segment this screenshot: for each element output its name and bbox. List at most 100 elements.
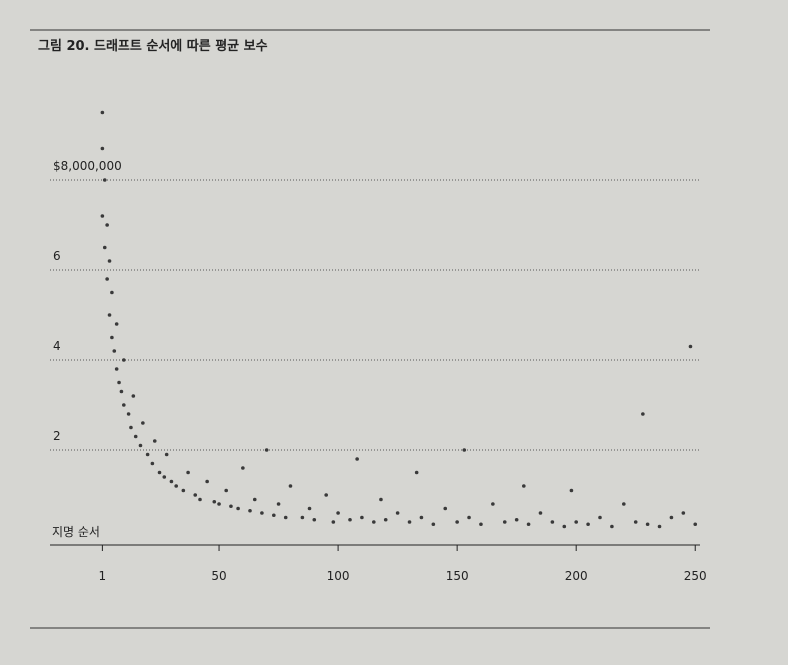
point	[693, 522, 698, 527]
x-tick-label: 50	[211, 569, 226, 583]
point	[126, 412, 131, 416]
point	[110, 335, 114, 340]
point	[122, 358, 126, 362]
x-tick-label: 1	[99, 569, 107, 583]
point	[562, 524, 567, 529]
point	[186, 470, 190, 475]
point	[681, 511, 686, 515]
point	[100, 146, 105, 151]
point	[114, 322, 119, 326]
point	[102, 245, 107, 250]
point	[598, 515, 602, 520]
point	[114, 367, 119, 371]
point	[105, 277, 109, 281]
point	[443, 506, 448, 511]
point	[131, 394, 136, 398]
point	[633, 520, 638, 524]
point	[300, 515, 305, 520]
point	[288, 484, 293, 488]
point	[312, 517, 317, 522]
y-tick-label: 4	[53, 339, 61, 353]
point	[502, 520, 507, 524]
point	[272, 513, 276, 518]
point	[112, 349, 117, 353]
point	[169, 479, 174, 484]
point	[152, 439, 157, 443]
point	[110, 290, 114, 295]
point	[431, 522, 436, 527]
point	[348, 517, 352, 522]
point	[622, 502, 626, 506]
point	[372, 520, 376, 524]
point	[122, 403, 126, 407]
point	[276, 502, 281, 506]
point	[395, 511, 400, 515]
point	[307, 506, 312, 511]
point	[360, 515, 364, 520]
y-tick-label: $8,000,000	[53, 159, 122, 173]
point	[174, 484, 178, 488]
point	[455, 520, 459, 524]
point	[138, 443, 143, 448]
x-tick-label: 200	[565, 569, 588, 583]
point	[119, 389, 124, 394]
point	[355, 457, 359, 461]
point	[657, 524, 662, 529]
point	[491, 502, 495, 506]
point	[229, 504, 233, 509]
point	[100, 110, 105, 115]
point	[100, 214, 105, 218]
point	[669, 515, 674, 520]
point	[133, 434, 138, 439]
y-tick-label: 2	[53, 429, 61, 443]
point	[164, 452, 169, 457]
point	[550, 520, 555, 524]
point	[129, 425, 133, 430]
point	[181, 488, 186, 493]
point	[610, 524, 614, 529]
point	[248, 508, 252, 513]
point	[241, 466, 245, 470]
point	[526, 522, 531, 527]
point	[107, 259, 112, 263]
point	[419, 515, 424, 520]
y-tick-label: 6	[53, 249, 61, 263]
point	[283, 515, 288, 520]
point	[252, 497, 257, 502]
point	[514, 517, 519, 522]
point	[467, 515, 471, 520]
point	[324, 493, 328, 497]
point	[141, 421, 145, 425]
point	[162, 475, 167, 479]
point	[205, 479, 209, 484]
point	[569, 488, 574, 493]
point	[414, 470, 419, 475]
point	[383, 517, 388, 522]
point	[462, 448, 467, 452]
point	[236, 506, 240, 511]
point	[522, 484, 526, 488]
point	[117, 380, 121, 385]
point	[102, 178, 107, 182]
point	[198, 497, 202, 502]
point	[264, 448, 269, 452]
point	[688, 344, 693, 349]
chart-title: 그림 20. 드래프트 순서에 따른 평균 보수	[38, 38, 268, 54]
x-tick-label: 150	[446, 569, 469, 583]
point	[538, 511, 543, 515]
x-tick-label: 100	[327, 569, 350, 583]
point	[260, 511, 264, 515]
point	[107, 313, 112, 317]
point	[407, 520, 412, 524]
point	[150, 461, 155, 466]
point	[574, 520, 578, 524]
point	[379, 497, 383, 502]
point	[336, 511, 340, 515]
point	[145, 452, 150, 457]
point	[212, 499, 217, 504]
point	[157, 470, 162, 475]
point	[224, 488, 228, 493]
x-axis-label: 지명 순서	[52, 525, 100, 539]
point	[641, 412, 645, 416]
